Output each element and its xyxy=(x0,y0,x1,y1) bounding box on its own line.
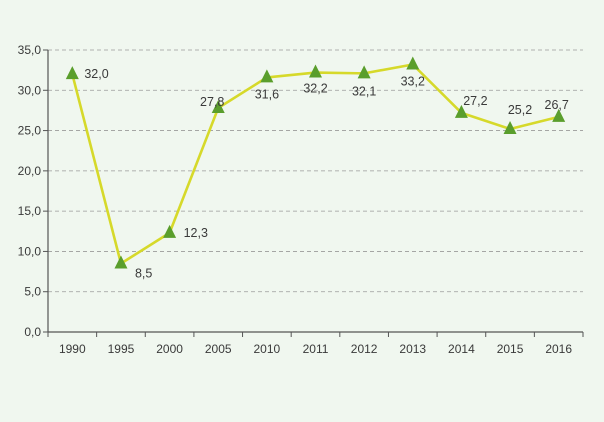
gridlines xyxy=(48,49,583,293)
x-tick-label: 2015 xyxy=(497,342,524,356)
x-tick-label: 2005 xyxy=(205,342,232,356)
x-tick-label: 1995 xyxy=(108,342,135,356)
y-tick-label: 0,0 xyxy=(24,325,41,339)
data-point-marker xyxy=(114,255,128,269)
x-tick-label: 2016 xyxy=(545,342,572,356)
data-label: 25,2 xyxy=(508,103,532,117)
data-point-marker xyxy=(163,224,177,238)
axes xyxy=(47,50,583,333)
data-label: 32,0 xyxy=(84,67,108,81)
data-point-marker xyxy=(357,65,371,79)
data-point-marker xyxy=(552,108,566,122)
data-label: 33,2 xyxy=(401,75,425,89)
y-axis-ticks: 0,0 5,0 10,0 15,0 20,0 25,0 30,0 35,0 xyxy=(18,43,48,339)
x-tick-label: 2010 xyxy=(254,342,281,356)
data-label: 27,2 xyxy=(463,94,487,108)
x-tick-label: 2014 xyxy=(448,342,475,356)
x-axis-ticks: 1990 1995 2000 2005 2010 2011 2012 2013 2014 2015… xyxy=(47,332,584,356)
y-tick-label: 20,0 xyxy=(18,164,42,178)
y-tick-label: 5,0 xyxy=(24,285,41,299)
data-label: 32,2 xyxy=(303,82,327,96)
y-tick-label: 35,0 xyxy=(18,43,42,57)
data-label: 8,5 xyxy=(135,267,152,281)
data-label: 12,3 xyxy=(184,226,208,240)
data-point-marker xyxy=(503,120,517,134)
x-tick-label: 2011 xyxy=(303,342,329,356)
data-label: 27,8 xyxy=(200,95,224,109)
data-label: 26,7 xyxy=(545,98,569,112)
data-label: 32,1 xyxy=(352,84,376,98)
x-tick-label: 2013 xyxy=(399,342,426,356)
data-point-marker xyxy=(211,100,225,114)
data-point-marker xyxy=(406,56,420,70)
data-point-marker xyxy=(309,64,322,78)
y-tick-label: 10,0 xyxy=(18,244,42,258)
x-tick-label: 2000 xyxy=(156,342,183,356)
data-labels: 32,0 8,5 12,3 27,8 31,6 32,2 32,1 33,2 27,2 25,2 2… xyxy=(84,67,569,280)
series-markers xyxy=(65,56,566,269)
data-point-marker xyxy=(454,104,468,118)
data-point-marker xyxy=(260,69,274,83)
y-tick-label: 30,0 xyxy=(18,83,42,97)
x-tick-label: 1990 xyxy=(59,342,86,356)
data-point-marker xyxy=(65,66,79,80)
x-tick-label: 2012 xyxy=(351,342,378,356)
data-label: 31,6 xyxy=(255,87,279,101)
y-tick-label: 15,0 xyxy=(18,204,42,218)
y-tick-label: 25,0 xyxy=(18,124,42,138)
